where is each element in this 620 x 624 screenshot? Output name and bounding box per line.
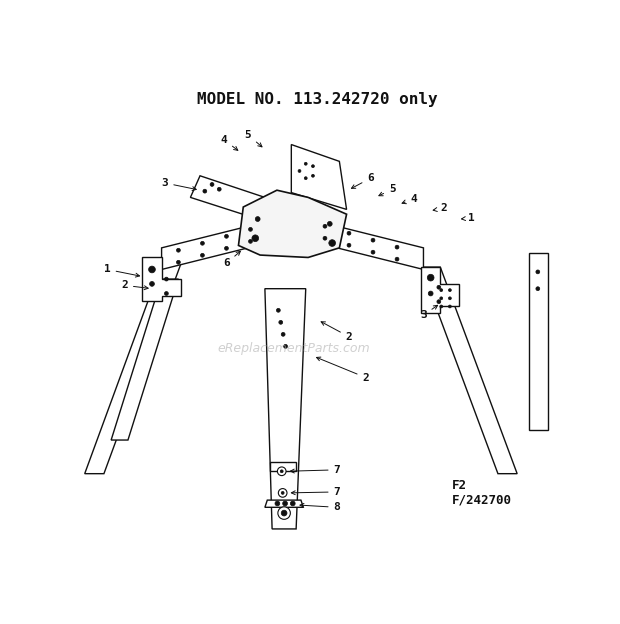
Text: 7: 7 — [291, 487, 340, 497]
Circle shape — [536, 287, 540, 291]
Circle shape — [277, 467, 286, 475]
Circle shape — [329, 240, 335, 246]
Text: 2: 2 — [433, 203, 447, 213]
Circle shape — [427, 275, 434, 281]
Text: 1: 1 — [104, 265, 140, 277]
Circle shape — [440, 289, 443, 291]
Circle shape — [200, 241, 205, 245]
Text: 1: 1 — [461, 213, 475, 223]
Circle shape — [281, 510, 287, 516]
Circle shape — [283, 501, 288, 506]
Circle shape — [177, 248, 180, 252]
Polygon shape — [270, 462, 296, 471]
Text: 3: 3 — [420, 305, 438, 320]
Polygon shape — [291, 145, 347, 210]
Text: 4: 4 — [221, 135, 238, 150]
Polygon shape — [421, 267, 517, 474]
Circle shape — [323, 224, 327, 228]
Polygon shape — [308, 219, 423, 270]
Text: 3: 3 — [162, 178, 197, 190]
Circle shape — [177, 260, 180, 264]
Circle shape — [210, 182, 214, 187]
Circle shape — [371, 250, 375, 254]
Circle shape — [311, 174, 314, 177]
Text: 5: 5 — [245, 130, 262, 147]
Circle shape — [347, 243, 351, 247]
Circle shape — [347, 232, 351, 235]
Circle shape — [290, 501, 295, 506]
Circle shape — [280, 470, 283, 473]
Polygon shape — [162, 219, 277, 270]
Circle shape — [279, 320, 283, 324]
Polygon shape — [190, 176, 265, 219]
Polygon shape — [143, 258, 181, 301]
Circle shape — [149, 266, 156, 273]
Circle shape — [249, 227, 252, 232]
Circle shape — [440, 297, 443, 300]
Circle shape — [200, 253, 205, 257]
Circle shape — [164, 277, 168, 281]
Text: F/242700: F/242700 — [453, 494, 512, 507]
Text: 2: 2 — [317, 357, 369, 383]
Circle shape — [395, 257, 399, 261]
Polygon shape — [529, 253, 548, 431]
Circle shape — [218, 187, 221, 191]
Polygon shape — [421, 267, 459, 313]
Circle shape — [448, 297, 451, 300]
Polygon shape — [111, 279, 179, 440]
Circle shape — [278, 489, 287, 497]
Polygon shape — [239, 190, 347, 258]
Circle shape — [283, 344, 288, 348]
Polygon shape — [265, 289, 306, 529]
Text: eReplacementParts.com: eReplacementParts.com — [218, 342, 370, 355]
Circle shape — [448, 305, 451, 308]
Circle shape — [428, 291, 433, 296]
Text: MODEL NO. 113.242720 only: MODEL NO. 113.242720 only — [197, 92, 438, 107]
Circle shape — [149, 281, 154, 286]
Text: 7: 7 — [290, 465, 340, 475]
Circle shape — [304, 177, 307, 180]
Text: 2: 2 — [122, 280, 148, 290]
Circle shape — [440, 305, 443, 308]
Circle shape — [437, 285, 441, 289]
Circle shape — [395, 245, 399, 249]
Circle shape — [281, 333, 285, 336]
Circle shape — [249, 240, 252, 243]
Circle shape — [323, 236, 327, 240]
Circle shape — [224, 235, 228, 238]
Circle shape — [437, 300, 441, 304]
Text: 2: 2 — [321, 322, 352, 342]
Text: F2: F2 — [453, 479, 467, 492]
Circle shape — [275, 501, 280, 506]
Text: 4: 4 — [402, 194, 417, 204]
Circle shape — [277, 308, 280, 312]
Circle shape — [203, 189, 206, 193]
Circle shape — [371, 238, 375, 242]
Circle shape — [252, 235, 259, 241]
Circle shape — [224, 246, 228, 250]
Circle shape — [311, 165, 314, 168]
Circle shape — [255, 217, 260, 222]
Text: 6: 6 — [352, 173, 374, 188]
Text: 8: 8 — [300, 502, 340, 512]
Circle shape — [278, 507, 290, 519]
Circle shape — [448, 289, 451, 291]
Text: 6: 6 — [223, 251, 241, 268]
Circle shape — [327, 222, 332, 227]
Polygon shape — [85, 258, 184, 474]
Circle shape — [164, 291, 168, 295]
Circle shape — [536, 270, 540, 274]
Polygon shape — [265, 500, 303, 507]
Circle shape — [298, 170, 301, 172]
Circle shape — [304, 162, 307, 165]
Circle shape — [281, 492, 284, 494]
Text: 5: 5 — [379, 184, 396, 196]
